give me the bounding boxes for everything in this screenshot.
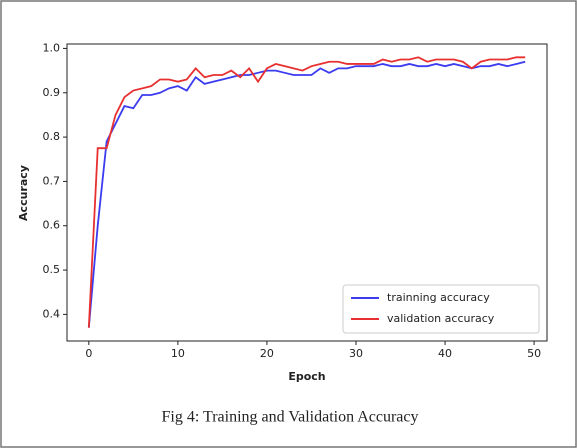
data-line (87, 56, 526, 328)
legend-box (342, 284, 540, 334)
data-line (87, 60, 526, 328)
caption: Fig 4: Training and Validation Accuracy (161, 409, 418, 426)
y-tick-label: 0.9 (43, 86, 61, 99)
legend-label: validation accuracy (387, 312, 495, 325)
y-tick-label: 0.8 (43, 130, 61, 143)
x-tick-label: 30 (349, 347, 363, 360)
x-tick-label: 20 (260, 347, 274, 360)
y-tick-label: 0.4 (43, 307, 61, 320)
x-tick-label: 40 (438, 347, 452, 360)
x-tick-label: 50 (527, 347, 541, 360)
y-tick-label: 1.0 (43, 41, 61, 54)
x-tick-label: 0 (85, 347, 92, 360)
y-axis-label: Accuracy (17, 165, 30, 221)
y-tick-label: 0.7 (43, 174, 61, 187)
legend-label: trainning accuracy (387, 291, 490, 304)
plot-frame (66, 43, 548, 342)
y-tick-label: 0.6 (43, 219, 61, 232)
x-tick-label: 10 (171, 347, 185, 360)
x-axis-label: Epoch (288, 370, 325, 383)
y-tick-label: 0.5 (43, 263, 61, 276)
